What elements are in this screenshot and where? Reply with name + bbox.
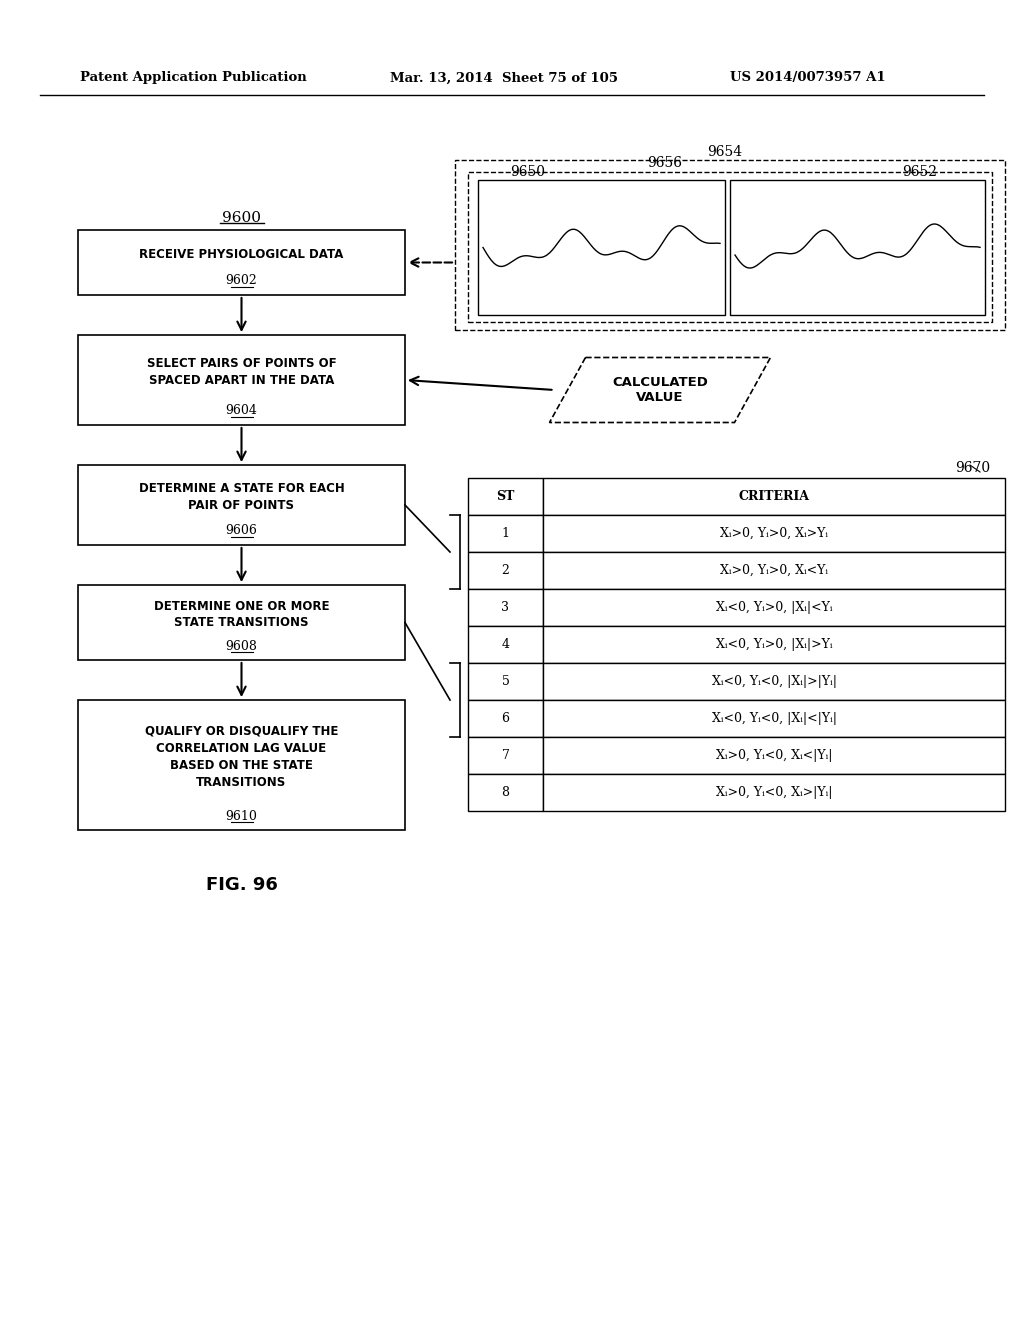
Text: 9650: 9650 xyxy=(511,165,546,180)
Bar xyxy=(468,478,543,515)
Text: RECEIVE PHYSIOLOGICAL DATA: RECEIVE PHYSIOLOGICAL DATA xyxy=(139,248,344,261)
Text: CRITERIA: CRITERIA xyxy=(738,490,810,503)
Bar xyxy=(78,465,406,545)
Bar xyxy=(455,160,1005,330)
Bar xyxy=(543,589,1005,626)
Text: 9670: 9670 xyxy=(954,461,990,475)
Text: FIG. 96: FIG. 96 xyxy=(206,876,278,894)
Bar xyxy=(543,515,1005,552)
Text: 9656: 9656 xyxy=(647,156,683,170)
Text: Mar. 13, 2014  Sheet 75 of 105: Mar. 13, 2014 Sheet 75 of 105 xyxy=(390,71,618,84)
Bar xyxy=(543,478,1005,515)
Text: US 2014/0073957 A1: US 2014/0073957 A1 xyxy=(730,71,886,84)
Polygon shape xyxy=(550,358,770,422)
Text: 9652: 9652 xyxy=(902,165,938,180)
Bar xyxy=(543,774,1005,810)
Text: 9654: 9654 xyxy=(708,145,742,158)
Bar xyxy=(78,700,406,830)
Bar xyxy=(468,700,543,737)
Text: Xᵢ>0, Yᵢ>0, Xᵢ<Yᵢ: Xᵢ>0, Yᵢ>0, Xᵢ<Yᵢ xyxy=(720,564,828,577)
Text: DETERMINE A STATE FOR EACH
PAIR OF POINTS: DETERMINE A STATE FOR EACH PAIR OF POINT… xyxy=(138,482,344,512)
Text: ST: ST xyxy=(497,490,515,503)
Text: 9600: 9600 xyxy=(222,211,261,224)
Bar xyxy=(468,663,543,700)
Text: 8: 8 xyxy=(502,785,510,799)
Bar xyxy=(468,515,543,552)
Text: Xᵢ>0, Yᵢ>0, Xᵢ>Yᵢ: Xᵢ>0, Yᵢ>0, Xᵢ>Yᵢ xyxy=(720,527,828,540)
Bar xyxy=(543,552,1005,589)
Text: CALCULATED
VALUE: CALCULATED VALUE xyxy=(612,376,708,404)
Text: 9610: 9610 xyxy=(225,809,257,822)
Bar xyxy=(543,700,1005,737)
Text: 7: 7 xyxy=(502,748,509,762)
Bar xyxy=(78,230,406,294)
Text: Xᵢ<0, Yᵢ<0, |Xᵢ|>|Yᵢ|: Xᵢ<0, Yᵢ<0, |Xᵢ|>|Yᵢ| xyxy=(712,675,837,688)
Text: 1: 1 xyxy=(502,527,510,540)
Text: 2: 2 xyxy=(502,564,509,577)
Bar xyxy=(543,626,1005,663)
Bar xyxy=(478,180,725,315)
Text: Xᵢ<0, Yᵢ>0, |Xᵢ|<Yᵢ: Xᵢ<0, Yᵢ>0, |Xᵢ|<Yᵢ xyxy=(716,601,833,614)
Text: 9606: 9606 xyxy=(225,524,257,537)
Text: 4: 4 xyxy=(502,638,510,651)
Text: 9604: 9604 xyxy=(225,404,257,417)
Text: DETERMINE ONE OR MORE
STATE TRANSITIONS: DETERMINE ONE OR MORE STATE TRANSITIONS xyxy=(154,599,330,630)
Text: 9608: 9608 xyxy=(225,639,257,652)
Text: 6: 6 xyxy=(502,711,510,725)
Text: Xᵢ>0, Yᵢ<0, Xᵢ>|Yᵢ|: Xᵢ>0, Yᵢ<0, Xᵢ>|Yᵢ| xyxy=(716,785,833,799)
Bar xyxy=(543,663,1005,700)
Text: SELECT PAIRS OF POINTS OF
SPACED APART IN THE DATA: SELECT PAIRS OF POINTS OF SPACED APART I… xyxy=(146,356,336,387)
Text: Patent Application Publication: Patent Application Publication xyxy=(80,71,307,84)
Bar xyxy=(468,552,543,589)
Bar xyxy=(730,180,985,315)
Text: 5: 5 xyxy=(502,675,509,688)
Bar xyxy=(543,737,1005,774)
Bar xyxy=(468,626,543,663)
Text: QUALIFY OR DISQUALIFY THE
CORRELATION LAG VALUE
BASED ON THE STATE
TRANSITIONS: QUALIFY OR DISQUALIFY THE CORRELATION LA… xyxy=(144,725,338,789)
Text: Xᵢ<0, Yᵢ<0, |Xᵢ|<|Yᵢ|: Xᵢ<0, Yᵢ<0, |Xᵢ|<|Yᵢ| xyxy=(712,711,837,725)
Text: 3: 3 xyxy=(502,601,510,614)
Bar xyxy=(468,172,992,322)
Text: Xᵢ>0, Yᵢ<0, Xᵢ<|Yᵢ|: Xᵢ>0, Yᵢ<0, Xᵢ<|Yᵢ| xyxy=(716,748,833,762)
Text: Xᵢ<0, Yᵢ>0, |Xᵢ|>Yᵢ: Xᵢ<0, Yᵢ>0, |Xᵢ|>Yᵢ xyxy=(716,638,833,651)
Bar xyxy=(78,585,406,660)
Bar xyxy=(468,589,543,626)
Bar xyxy=(468,774,543,810)
Text: 9602: 9602 xyxy=(225,275,257,288)
Bar xyxy=(468,737,543,774)
Bar xyxy=(78,335,406,425)
